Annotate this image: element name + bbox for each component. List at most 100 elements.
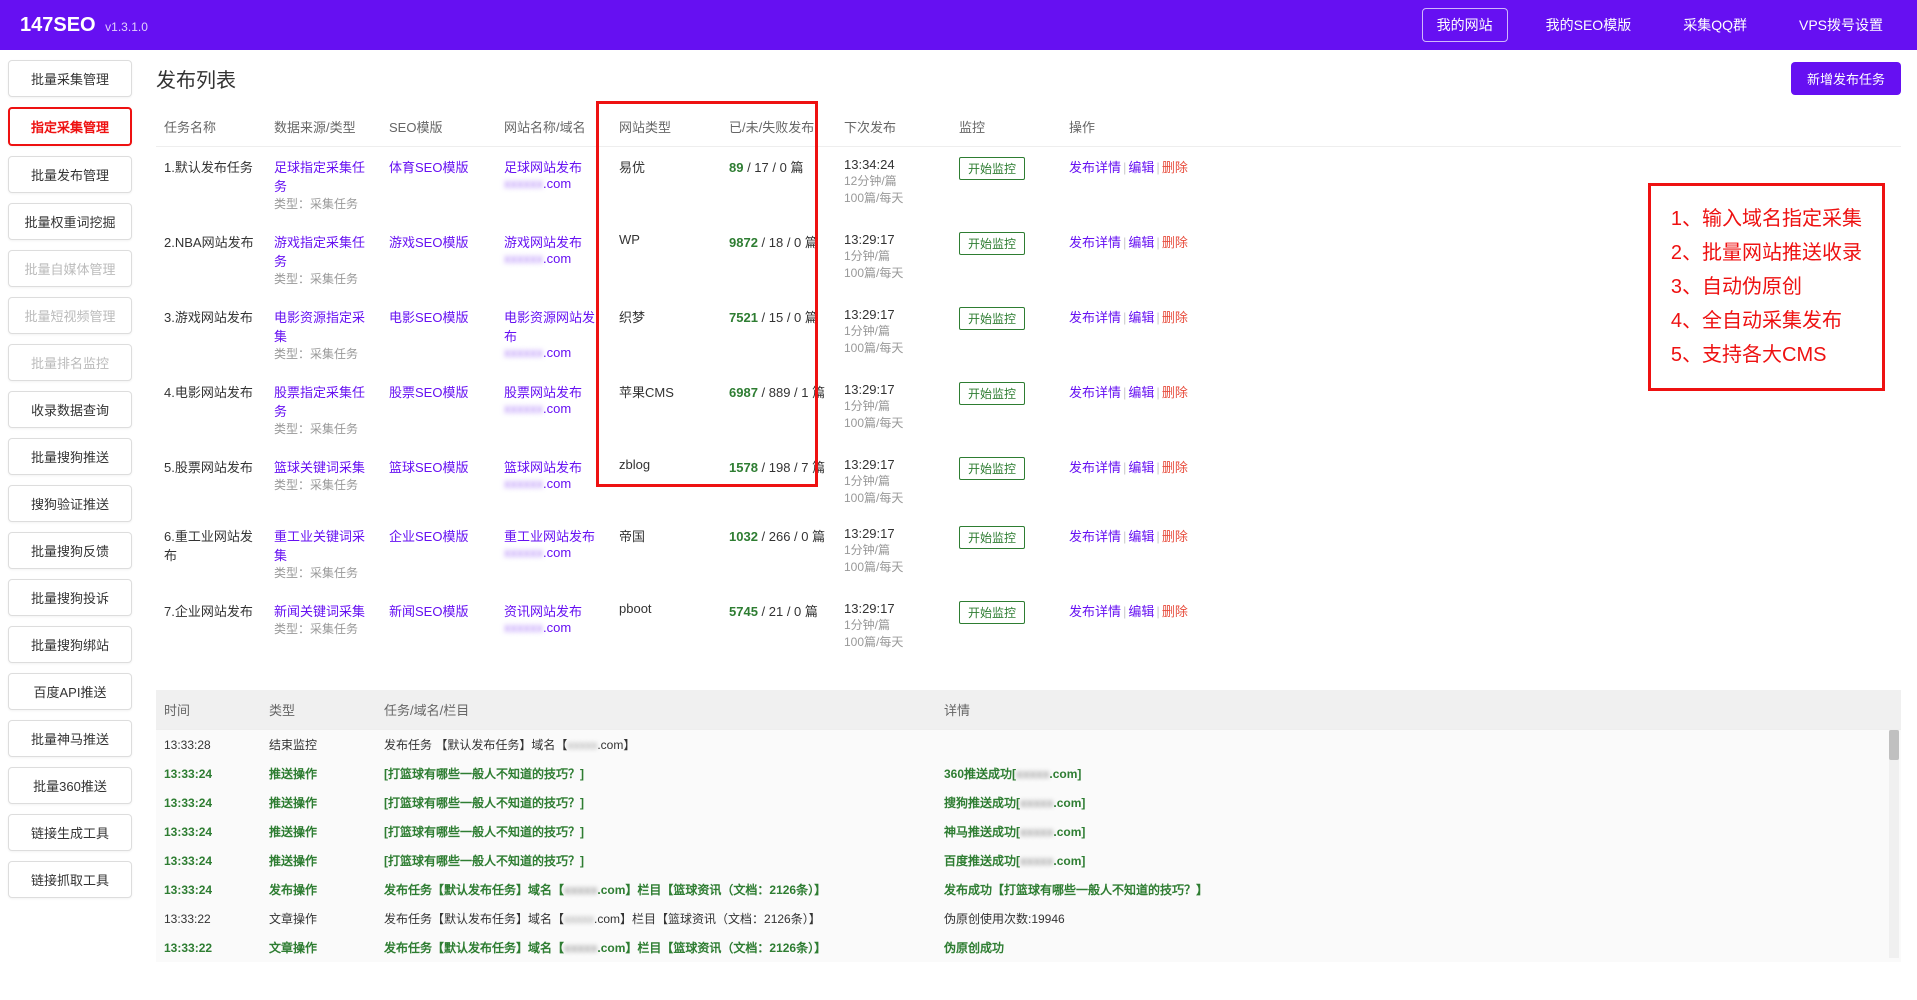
- op-delete[interactable]: 删除: [1162, 160, 1188, 175]
- site-link[interactable]: 篮球网站发布: [504, 460, 582, 475]
- monitor-button[interactable]: 开始监控: [959, 157, 1025, 180]
- sidebar-item[interactable]: 链接生成工具: [8, 814, 132, 851]
- log-scrollbar[interactable]: [1889, 730, 1899, 958]
- template-link[interactable]: 体育SEO模版: [389, 160, 468, 175]
- log-panel: 时间 类型 任务/域名/栏目 详情 13:33:28结束监控发布任务 【默认发布…: [156, 690, 1901, 962]
- op-detail[interactable]: 发布详情: [1069, 235, 1121, 250]
- op-edit[interactable]: 编辑: [1128, 604, 1154, 619]
- nav-link[interactable]: 我的网站: [1422, 8, 1508, 42]
- source-link[interactable]: 重工业关键词采集: [274, 529, 365, 563]
- op-detail[interactable]: 发布详情: [1069, 529, 1121, 544]
- nav-link[interactable]: 我的SEO模版: [1532, 9, 1646, 41]
- cell-source: 电影资源指定采集类型：采集任务: [266, 297, 381, 372]
- site-link[interactable]: 电影资源网站发布: [504, 310, 595, 344]
- op-delete[interactable]: 删除: [1162, 235, 1188, 250]
- op-detail[interactable]: 发布详情: [1069, 460, 1121, 475]
- source-link[interactable]: 新闻关键词采集: [274, 604, 365, 619]
- template-link[interactable]: 新闻SEO模版: [389, 604, 468, 619]
- sidebar-item[interactable]: 批量采集管理: [8, 60, 132, 97]
- source-link[interactable]: 篮球关键词采集: [274, 460, 365, 475]
- cell-publish: 89 / 17 / 0 篇: [721, 147, 836, 223]
- op-edit[interactable]: 编辑: [1128, 160, 1154, 175]
- site-link[interactable]: 重工业网站发布: [504, 529, 595, 544]
- source-link[interactable]: 游戏指定采集任务: [274, 235, 365, 269]
- template-link[interactable]: 企业SEO模版: [389, 529, 468, 544]
- site-link[interactable]: 股票网站发布: [504, 385, 582, 400]
- log-detail: 搜狗推送成功[xxxxx.com]: [936, 788, 1901, 817]
- op-edit[interactable]: 编辑: [1128, 529, 1154, 544]
- overlay-line: 1、输入域名指定采集: [1671, 202, 1862, 236]
- cell-publish: 9872 / 18 / 0 篇: [721, 222, 836, 297]
- template-link[interactable]: 篮球SEO模版: [389, 460, 468, 475]
- source-link[interactable]: 股票指定采集任务: [274, 385, 365, 419]
- log-time: 13:33:24: [156, 788, 261, 817]
- site-link[interactable]: 足球网站发布: [504, 160, 582, 175]
- op-detail[interactable]: 发布详情: [1069, 385, 1121, 400]
- cell-cms: 帝国: [611, 516, 721, 591]
- log-task: 发布任务【默认发布任务】域名【xxxxx.com】栏目【篮球资讯（文档：2126…: [376, 875, 936, 904]
- site-link[interactable]: 游戏网站发布: [504, 235, 582, 250]
- sidebar-item[interactable]: 百度API推送: [8, 673, 132, 710]
- op-edit[interactable]: 编辑: [1128, 310, 1154, 325]
- cell-publish: 1032 / 266 / 0 篇: [721, 516, 836, 591]
- nav-link[interactable]: VPS拨号设置: [1785, 9, 1897, 41]
- monitor-button[interactable]: 开始监控: [959, 382, 1025, 405]
- log-row: 13:33:24发布操作发布任务【默认发布任务】域名【xxxxx.com】栏目【…: [156, 875, 1901, 904]
- sidebar-item[interactable]: 链接抓取工具: [8, 861, 132, 898]
- source-link[interactable]: 电影资源指定采集: [274, 310, 365, 344]
- log-detail: 360推送成功[xxxxx.com]: [936, 759, 1901, 788]
- sidebar-item[interactable]: 搜狗验证推送: [8, 485, 132, 522]
- template-link[interactable]: 电影SEO模版: [389, 310, 468, 325]
- log-task: [打篮球有哪些一般人不知道的技巧？]: [376, 846, 936, 875]
- sidebar-item[interactable]: 批量360推送: [8, 767, 132, 804]
- sidebar-item[interactable]: 批量发布管理: [8, 156, 132, 193]
- main-content: 发布列表 新增发布任务 任务名称 数据来源/类型 SEO模版 网站名称/域名 网…: [140, 50, 1917, 974]
- sidebar-item[interactable]: 批量搜狗投诉: [8, 579, 132, 616]
- sidebar-item[interactable]: 指定采集管理: [8, 107, 132, 146]
- cell-site: 股票网站发布xxxxxx.com: [496, 372, 611, 447]
- template-link[interactable]: 股票SEO模版: [389, 385, 468, 400]
- monitor-button[interactable]: 开始监控: [959, 232, 1025, 255]
- cell-site: 篮球网站发布xxxxxx.com: [496, 447, 611, 516]
- nav-link[interactable]: 采集QQ群: [1669, 9, 1761, 41]
- cell-name: 6.重工业网站发布: [156, 516, 266, 591]
- cell-source: 游戏指定采集任务类型：采集任务: [266, 222, 381, 297]
- sidebar-item[interactable]: 收录数据查询: [8, 391, 132, 428]
- sidebar-item[interactable]: 批量搜狗反馈: [8, 532, 132, 569]
- cell-monitor: 开始监控: [951, 516, 1061, 591]
- op-delete[interactable]: 删除: [1162, 460, 1188, 475]
- monitor-button[interactable]: 开始监控: [959, 457, 1025, 480]
- cell-cms: zblog: [611, 447, 721, 516]
- add-task-button[interactable]: 新增发布任务: [1791, 62, 1901, 95]
- op-edit[interactable]: 编辑: [1128, 385, 1154, 400]
- log-type: 发布操作: [261, 875, 376, 904]
- sidebar-item[interactable]: 批量权重词挖掘: [8, 203, 132, 240]
- monitor-button[interactable]: 开始监控: [959, 526, 1025, 549]
- op-detail[interactable]: 发布详情: [1069, 604, 1121, 619]
- op-detail[interactable]: 发布详情: [1069, 160, 1121, 175]
- col-op: 操作: [1061, 107, 1901, 147]
- sidebar-item[interactable]: 批量搜狗绑站: [8, 626, 132, 663]
- log-col-type: 类型: [261, 690, 376, 730]
- op-edit[interactable]: 编辑: [1128, 235, 1154, 250]
- monitor-button[interactable]: 开始监控: [959, 601, 1025, 624]
- op-delete[interactable]: 删除: [1162, 385, 1188, 400]
- col-template: SEO模版: [381, 107, 496, 147]
- source-link[interactable]: 足球指定采集任务: [274, 160, 365, 194]
- op-delete[interactable]: 删除: [1162, 604, 1188, 619]
- cell-next: 13:29:171分钟/篇100篇/每天: [836, 516, 951, 591]
- template-link[interactable]: 游戏SEO模版: [389, 235, 468, 250]
- monitor-button[interactable]: 开始监控: [959, 307, 1025, 330]
- op-delete[interactable]: 删除: [1162, 310, 1188, 325]
- col-source: 数据来源/类型: [266, 107, 381, 147]
- op-edit[interactable]: 编辑: [1128, 460, 1154, 475]
- log-scrollbar-thumb[interactable]: [1889, 730, 1899, 760]
- op-detail[interactable]: 发布详情: [1069, 310, 1121, 325]
- cell-next: 13:29:171分钟/篇100篇/每天: [836, 222, 951, 297]
- sidebar-item[interactable]: 批量搜狗推送: [8, 438, 132, 475]
- overlay-line: 2、批量网站推送收录: [1671, 236, 1862, 270]
- sidebar-item[interactable]: 批量神马推送: [8, 720, 132, 757]
- site-link[interactable]: 资讯网站发布: [504, 604, 582, 619]
- feature-overlay: 1、输入域名指定采集2、批量网站推送收录3、自动伪原创4、全自动采集发布5、支持…: [1648, 183, 1885, 391]
- op-delete[interactable]: 删除: [1162, 529, 1188, 544]
